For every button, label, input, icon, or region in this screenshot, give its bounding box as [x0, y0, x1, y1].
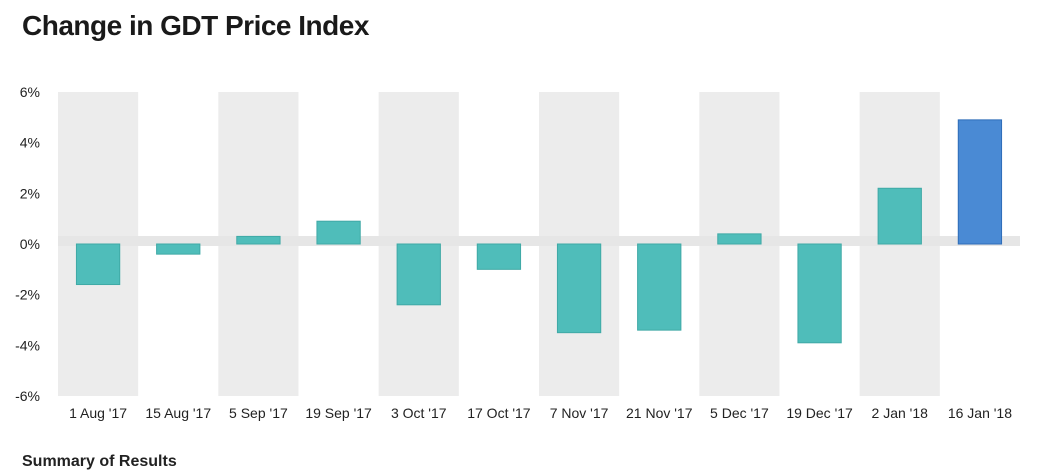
bar [637, 243, 682, 331]
bar [877, 187, 922, 245]
y-tick-label: -4% [15, 337, 40, 353]
bar [797, 243, 842, 344]
x-tick-label: 7 Nov '17 [550, 405, 609, 421]
bar [236, 235, 281, 245]
bar [156, 243, 201, 255]
bar [75, 243, 121, 286]
x-tick-label: 5 Sep '17 [229, 405, 288, 421]
y-tick-label: -6% [15, 388, 40, 404]
y-tick-label: 2% [20, 185, 40, 201]
x-tick-label: 3 Oct '17 [391, 405, 447, 421]
x-tick-label: 5 Dec '17 [710, 405, 769, 421]
zero-baseline [58, 236, 1020, 246]
y-tick-label: 6% [20, 84, 40, 100]
chart-title: Change in GDT Price Index [22, 10, 369, 41]
y-tick-label: 0% [20, 236, 40, 252]
y-tick-label: -2% [15, 287, 40, 303]
x-tick-label: 21 Nov '17 [626, 405, 693, 421]
x-tick-label: 15 Aug '17 [145, 405, 211, 421]
x-tick-label: 17 Oct '17 [467, 405, 531, 421]
bar [396, 243, 441, 306]
footer-text: Summary of Results [22, 453, 177, 470]
bar [476, 243, 522, 270]
y-tick-label: 4% [20, 135, 40, 151]
x-tick-label: 1 Aug '17 [69, 405, 127, 421]
x-tick-label: 2 Jan '18 [872, 405, 929, 421]
bar [316, 220, 361, 245]
bar [957, 119, 1003, 245]
x-tick-label: 16 Jan '18 [948, 405, 1012, 421]
bar [717, 233, 762, 245]
x-tick-label: 19 Sep '17 [305, 405, 372, 421]
bar [556, 243, 602, 334]
x-tick-label: 19 Dec '17 [786, 405, 853, 421]
